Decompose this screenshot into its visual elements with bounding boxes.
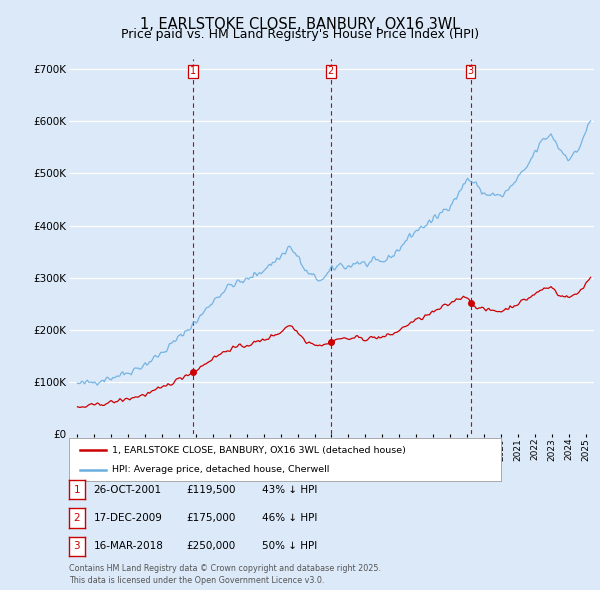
Text: 2: 2 xyxy=(73,513,80,523)
Text: Price paid vs. HM Land Registry's House Price Index (HPI): Price paid vs. HM Land Registry's House … xyxy=(121,28,479,41)
Text: 17-DEC-2009: 17-DEC-2009 xyxy=(94,513,163,523)
Text: 16-MAR-2018: 16-MAR-2018 xyxy=(94,542,163,551)
Text: HPI: Average price, detached house, Cherwell: HPI: Average price, detached house, Cher… xyxy=(112,466,329,474)
Text: 46% ↓ HPI: 46% ↓ HPI xyxy=(262,513,317,523)
Text: £175,000: £175,000 xyxy=(187,513,236,523)
Text: 50% ↓ HPI: 50% ↓ HPI xyxy=(262,542,317,551)
Text: £119,500: £119,500 xyxy=(187,485,236,494)
Text: 1, EARLSTOKE CLOSE, BANBURY, OX16 3WL (detached house): 1, EARLSTOKE CLOSE, BANBURY, OX16 3WL (d… xyxy=(112,446,406,455)
Text: 1: 1 xyxy=(73,485,80,494)
Text: 3: 3 xyxy=(73,542,80,551)
Text: 3: 3 xyxy=(467,66,473,76)
Text: 43% ↓ HPI: 43% ↓ HPI xyxy=(262,485,317,494)
Text: £250,000: £250,000 xyxy=(187,542,236,551)
Text: Contains HM Land Registry data © Crown copyright and database right 2025.
This d: Contains HM Land Registry data © Crown c… xyxy=(69,565,381,585)
Text: 1: 1 xyxy=(190,66,196,76)
Text: 1, EARLSTOKE CLOSE, BANBURY, OX16 3WL: 1, EARLSTOKE CLOSE, BANBURY, OX16 3WL xyxy=(140,17,460,31)
Text: 26-OCT-2001: 26-OCT-2001 xyxy=(94,485,162,494)
Text: 2: 2 xyxy=(328,66,334,76)
